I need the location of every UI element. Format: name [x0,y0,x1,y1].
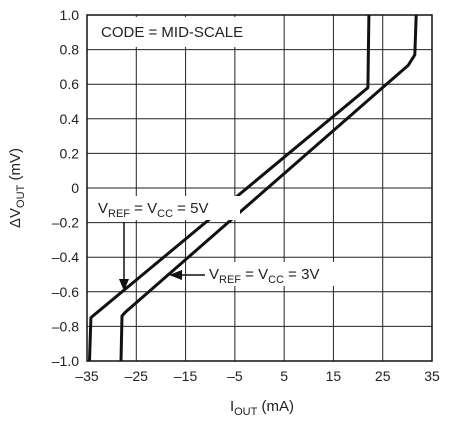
y-tick-label: –0.4 [52,249,79,265]
y-tick-labels: 1.0 0.8 0.6 0.4 0.2 0 –0.2 –0.4 –0.6 –0.8 –1.0 [52,7,79,369]
arrow-5v-head [119,279,129,291]
x-title-sub: OUT [234,406,258,418]
grid [87,15,432,361]
x-tick-label: –15 [174,368,198,384]
y-tick-label: 0.6 [60,76,80,92]
label-5v-part: V [98,200,108,217]
label-3v-part: = 3V [284,266,319,283]
x-tick-label: 15 [326,368,342,384]
y-tick-label: –1.0 [52,353,79,369]
label-5v-sub: CC [157,208,173,220]
x-tick-label: 35 [424,368,440,384]
y-tick-label: 0.2 [60,145,80,161]
label-3v-background [205,262,345,286]
label-5v-background [95,196,240,220]
y-tick-label: 0.8 [60,42,80,58]
y-tick-label: 0.4 [60,111,80,127]
series-label-3v: VREF = VCC = 3V [169,262,345,286]
plot-frame [86,14,433,362]
y-title-main: ΔV [7,208,24,228]
arrow-3v-head [169,270,182,280]
label-3v-part: = V [241,266,268,283]
label-5v-part: = V [130,200,157,217]
x-tick-label: 25 [375,368,391,384]
x-title-main: I [230,398,234,415]
x-tick-label: –35 [75,368,99,384]
x-tick-label: 5 [280,368,288,384]
annotation-box [90,17,257,47]
y-title-rest: (mV) [7,148,24,185]
x-tick-label: –5 [227,368,243,384]
svg-text:VREF = VCC = 5V: VREF = VCC = 5V [98,200,208,220]
svg-text:VREF = VCC = 3V: VREF = VCC = 3V [209,266,319,286]
label-5v-sub: REF [108,208,130,220]
label-3v-part: V [209,266,219,283]
x-title-rest: (mA) [257,398,294,415]
chart-annotation: CODE = MID-SCALE [101,24,243,41]
label-5v-part: = 5V [173,200,208,217]
label-3v-sub: CC [268,274,284,286]
y-axis-title: ΔVOUT (mV) [7,148,27,228]
y-tick-label: 0 [71,180,79,196]
series-label-5v: VREF = VCC = 5V [95,196,240,291]
y-tick-label: –0.6 [52,284,79,300]
y-tick-label: –0.2 [52,215,79,231]
series-lines [88,14,418,362]
y-tick-label: –0.8 [52,318,79,334]
x-tick-labels: –35 –25 –15 –5 5 15 25 35 [75,368,440,384]
series-line-5v [88,14,371,362]
label-3v-sub: REF [219,274,241,286]
y-tick-label: 1.0 [60,7,80,23]
x-tick-label: –25 [125,368,149,384]
y-title-sub: OUT [15,184,27,208]
series-line-3v [119,14,418,362]
x-axis-title: IOUT (mA) [230,398,294,418]
